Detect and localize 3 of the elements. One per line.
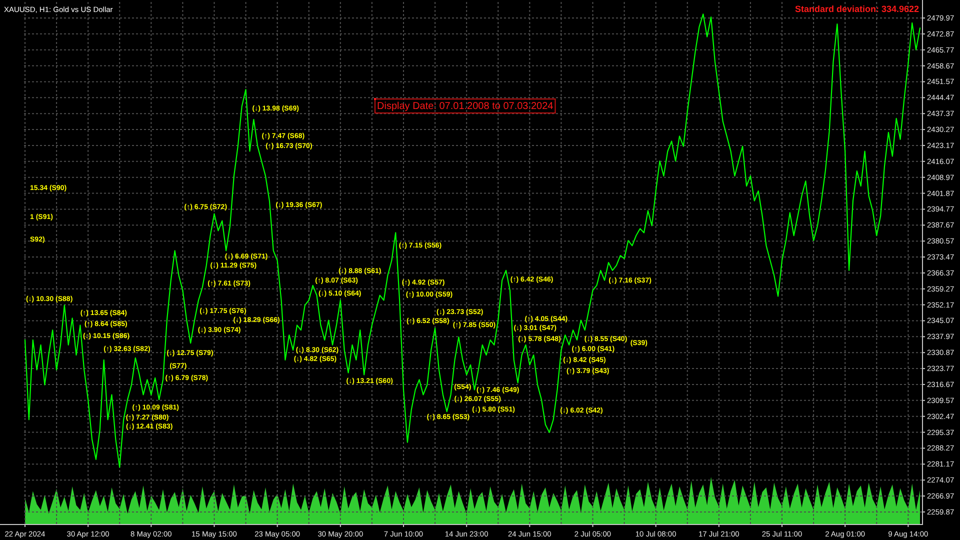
line-series — [24, 14, 921, 468]
annotation: Display Date: 07.01.2008 to 07.03.2024 — [377, 100, 554, 112]
annotation: Standard deviation: 334.9622 — [794, 4, 919, 14]
